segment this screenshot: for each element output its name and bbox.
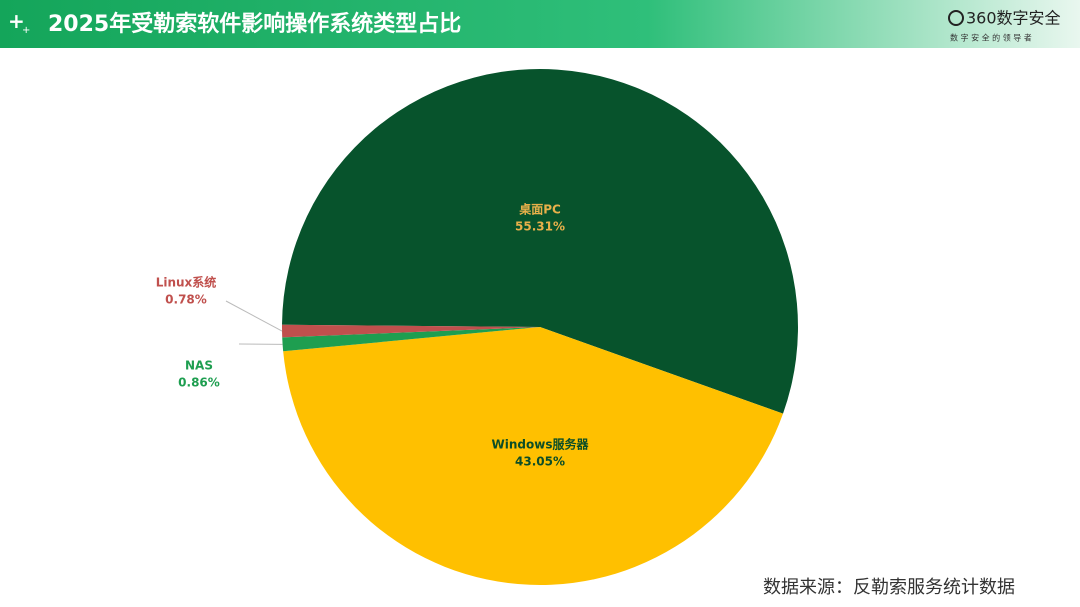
value-label: 43.05%: [515, 455, 565, 469]
header-band: [0, 0, 1080, 48]
value-label: 0.78%: [165, 293, 207, 307]
logo-icon: [948, 10, 964, 26]
slogan: 数 字 安 全 的 领 导 者: [950, 33, 1032, 43]
header-decor: +: [22, 25, 30, 36]
pie-slice: [282, 324, 540, 338]
slice-label: NAS: [185, 359, 213, 373]
value-label: 55.31%: [515, 220, 565, 234]
slice-label: 桌面PC: [518, 202, 561, 217]
source-note: 数据来源：反勒索服务统计数据: [763, 577, 1015, 598]
pie-slice: [282, 68, 799, 414]
logo: 360数字安全: [966, 9, 1061, 28]
header-title: 2025年受勒索软件影响操作系统类型占比: [48, 11, 461, 37]
pie-slice: [283, 327, 784, 586]
pie-slice: [282, 327, 540, 352]
value-label: 0.86%: [178, 376, 220, 390]
header-decor: +: [8, 9, 25, 33]
slice-label: Windows服务器: [492, 437, 590, 452]
pie: 桌面PC 55.31% Windows服务器 43.05% NAS 0.86% Linux系…: [156, 68, 799, 586]
slice-label: Linux系统: [156, 275, 217, 290]
leader-line: [225, 300, 283, 332]
